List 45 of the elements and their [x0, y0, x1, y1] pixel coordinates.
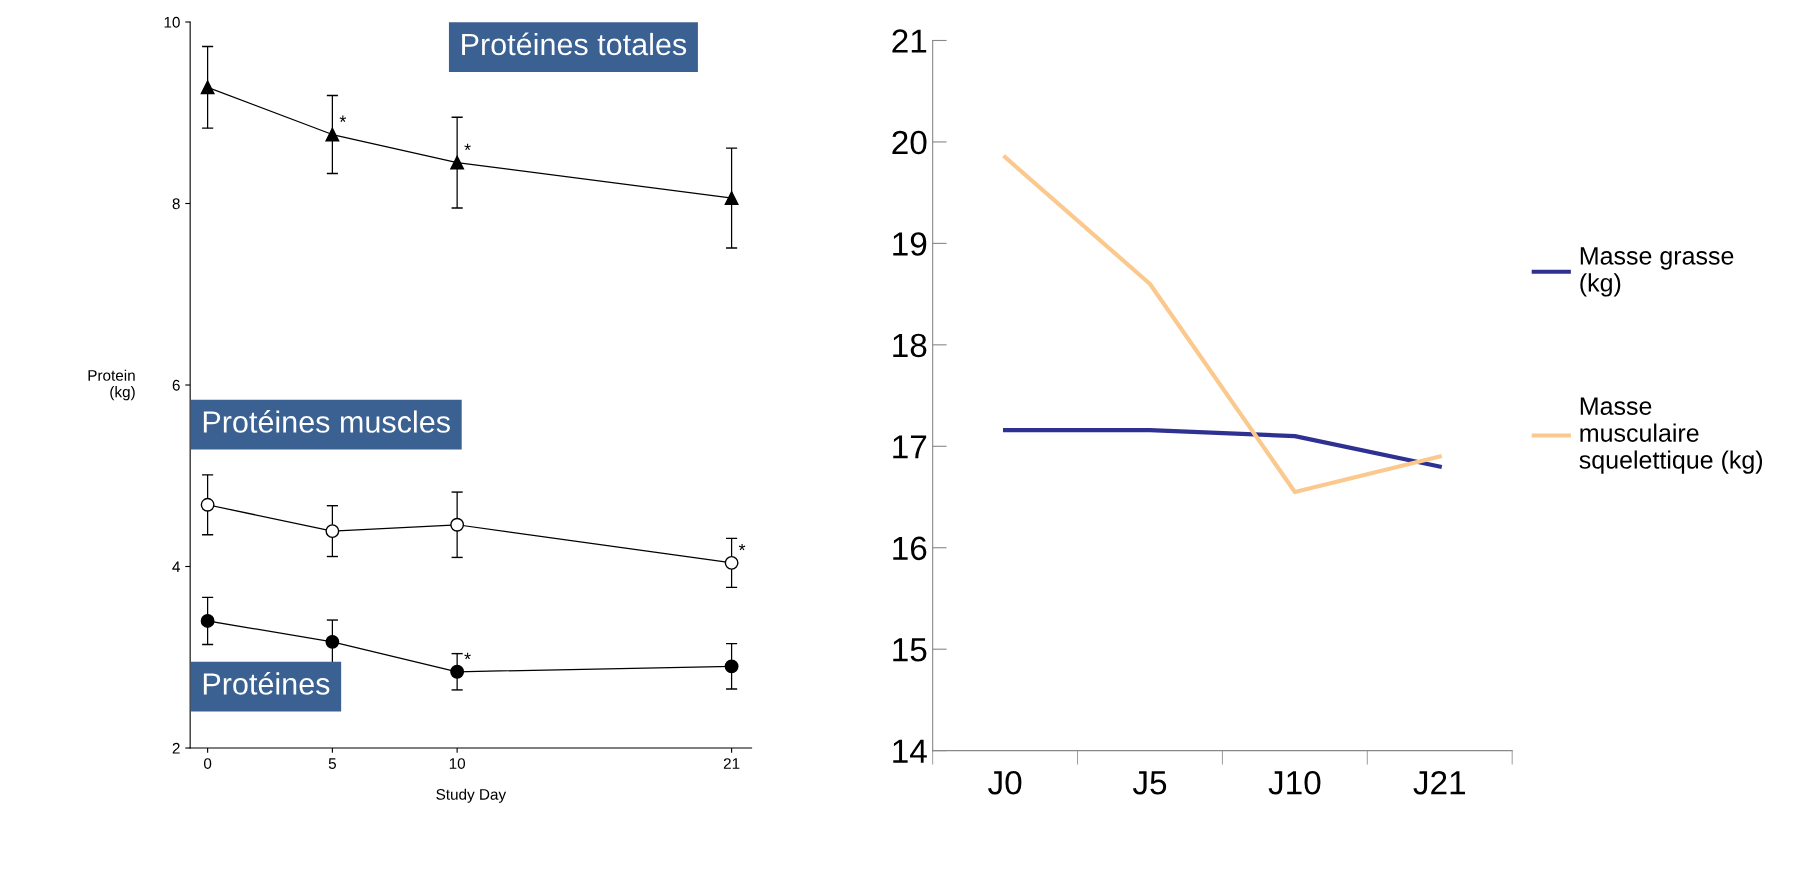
point: [200, 80, 215, 95]
point: [200, 497, 215, 512]
annotation: *: [738, 543, 746, 551]
y-tick-label: 15: [893, 638, 927, 662]
point: [450, 664, 465, 679]
y-tick-label: 8: [172, 198, 180, 210]
x-tick-label: J21: [1413, 770, 1465, 795]
annotation: Protéines totales: [462, 32, 687, 56]
y-axis-title: Protein (kg): [88, 369, 135, 401]
x-tick-label: J10: [1268, 770, 1321, 795]
y-tick-label: 21: [892, 29, 927, 53]
point: [200, 614, 215, 628]
annotation: Protéines muscles: [203, 410, 450, 433]
point: [450, 517, 465, 532]
y-tick-label: 2: [172, 742, 180, 754]
x-tick-label: J0: [988, 770, 1022, 795]
y-tick-label: 19: [893, 232, 927, 256]
point: [724, 555, 739, 570]
legend-label: Masse grasse (kg): [1580, 247, 1734, 297]
x-axis-title: Study Day: [436, 788, 507, 803]
y-tick-label: 17: [893, 435, 927, 459]
point: [450, 155, 465, 170]
x-tick-label: 21: [723, 758, 740, 769]
x-tick-label: 5: [328, 758, 336, 769]
x-tick-label: 10: [449, 758, 466, 769]
point: [325, 127, 340, 142]
point: [724, 659, 739, 674]
annotation: *: [464, 143, 471, 151]
annotation: *: [464, 652, 471, 660]
y-tick-label: 16: [893, 536, 927, 561]
x-tick-label: J5: [1132, 771, 1167, 795]
annotation: Protéines: [203, 671, 330, 695]
point: [325, 524, 340, 539]
y-tick-label: 20: [892, 130, 927, 155]
point: [724, 191, 739, 206]
y-tick-label: 14: [893, 739, 927, 763]
y-tick-label: 10: [164, 16, 180, 28]
point: [325, 634, 340, 649]
y-tick-label: 18: [893, 333, 927, 358]
x-tick-label: 0: [203, 758, 212, 769]
y-tick-label: 6: [172, 379, 180, 391]
y-tick-label: 4: [172, 561, 180, 573]
line-series: [1003, 155, 1442, 495]
legend-label: Masse musculaire squelettique (kg): [1579, 397, 1763, 474]
annotation: *: [339, 115, 347, 122]
